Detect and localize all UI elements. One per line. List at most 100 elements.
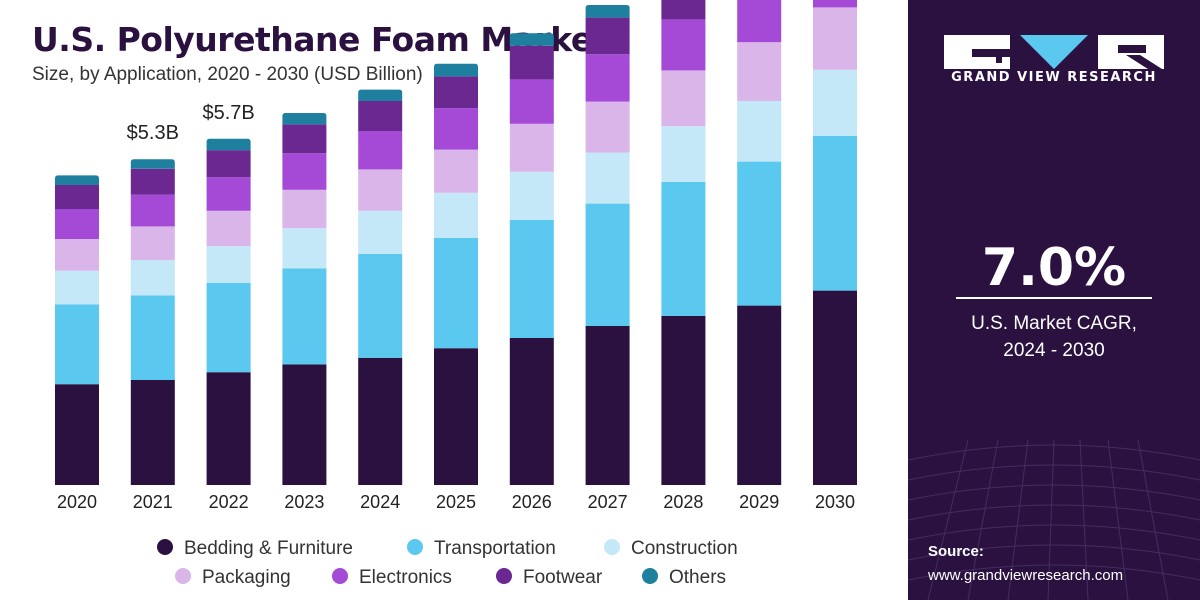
- bar-segment: [509, 79, 554, 124]
- bar-segment: [358, 210, 403, 254]
- bar-segment: [130, 260, 175, 296]
- data-label: $5.3B: [127, 122, 179, 144]
- bar-segment: [55, 239, 99, 271]
- x-tick-label: 2020: [57, 492, 97, 512]
- legend-marker: [642, 568, 658, 584]
- bar-segment: [434, 192, 478, 238]
- bar-segment: [813, 290, 857, 485]
- legend-marker: [407, 539, 423, 555]
- bar-segment: [282, 153, 327, 190]
- bar-segment: [206, 138, 251, 151]
- legend-marker: [332, 568, 348, 584]
- bar-segment: [282, 113, 327, 125]
- x-tick-label: 2021: [133, 492, 173, 512]
- stacked-bar-chart: 2020 2021 2022 2023 2024 2025 2026 2027 2028 2029…: [55, 0, 857, 588]
- bar-segment: [434, 149, 478, 193]
- bar-segment: [206, 246, 251, 283]
- bar-segment: [358, 357, 403, 485]
- x-tick-label: 2028: [663, 492, 703, 512]
- bar-segment: [661, 0, 706, 20]
- bar-segment: [55, 304, 99, 385]
- legend-marker: [496, 568, 512, 584]
- cagr-divider: [956, 297, 1152, 299]
- bar-segment: [130, 380, 175, 485]
- chart-subtitle: Size, by Application, 2020 - 2030 (USD B…: [32, 64, 423, 85]
- grand-view-research-logo: [944, 35, 1164, 69]
- bar-segment: [434, 237, 478, 349]
- source-url: www.grandviewresearch.com: [928, 567, 1124, 584]
- legend-label: Construction: [631, 538, 738, 559]
- source-label: Source:: [928, 543, 984, 560]
- bar-segment: [661, 126, 706, 182]
- bar-segment: [585, 203, 630, 326]
- bar-segment: [813, 0, 857, 8]
- legend-label: Bedding & Furniture: [184, 538, 353, 559]
- bar-segment: [509, 123, 554, 172]
- legend-label: Electronics: [359, 567, 452, 588]
- legend-label: Transportation: [434, 538, 556, 559]
- x-tick-label: 2029: [739, 492, 779, 512]
- bar-segment: [55, 270, 99, 305]
- bar-segment: [585, 101, 630, 153]
- bar-segment: [358, 254, 403, 358]
- bar-segment: [737, 0, 782, 43]
- bar-segment: [358, 131, 403, 170]
- cagr-label: U.S. Market CAGR, 2024 - 2030: [908, 310, 1200, 364]
- x-tick-label: 2024: [360, 492, 400, 512]
- cagr-value: 7.0%: [981, 238, 1127, 298]
- bar-segment: [737, 101, 782, 162]
- bar-segment: [585, 5, 630, 18]
- side-panel: GRAND VIEW RESEARCH 7.0% U.S. Market CAG…: [908, 0, 1200, 600]
- bar-segment: [509, 171, 554, 220]
- bar-segment: [358, 101, 403, 131]
- bar-segment: [55, 175, 99, 185]
- bar-segment: [585, 326, 630, 485]
- bar-segment: [434, 108, 478, 150]
- x-tick-label: 2026: [512, 492, 552, 512]
- bar-segment: [206, 177, 251, 211]
- bar-segment: [130, 295, 175, 380]
- x-tick-label: 2023: [284, 492, 324, 512]
- bar-segment: [206, 282, 251, 373]
- bar-segment: [130, 159, 175, 169]
- bar-segment: [282, 364, 327, 485]
- bar-segment: [130, 168, 175, 195]
- bar-segment: [282, 124, 327, 154]
- decorative-grid: [908, 439, 1200, 600]
- bar-segment: [509, 219, 554, 338]
- legend-marker: [604, 539, 620, 555]
- bar-segment: [55, 185, 99, 209]
- bar-segment: [737, 42, 782, 101]
- legend-label: Others: [669, 567, 726, 588]
- x-tick-label: 2022: [209, 492, 249, 512]
- bar-segment: [130, 226, 175, 260]
- legend-label: Packaging: [202, 567, 291, 588]
- x-tick-label: 2025: [436, 492, 476, 512]
- bar-segment: [206, 210, 251, 247]
- bar-segment: [434, 348, 478, 485]
- cagr-label-line1: U.S. Market CAGR,: [971, 313, 1137, 334]
- legend-label: Footwear: [523, 567, 603, 588]
- bar-segment: [206, 372, 251, 485]
- legend-marker: [175, 568, 191, 584]
- bar-segment: [813, 135, 857, 291]
- bar-segment: [434, 76, 478, 109]
- bar-segment: [661, 19, 706, 71]
- bar-segment: [585, 152, 630, 204]
- x-tick-label: 2027: [588, 492, 628, 512]
- bar-segment: [509, 338, 554, 485]
- bar-segment: [358, 89, 403, 101]
- bar-segment: [509, 33, 554, 46]
- bar-segment: [55, 384, 99, 485]
- bar-segment: [661, 70, 706, 127]
- bar-segment: [130, 194, 175, 227]
- bar-segment: [206, 150, 251, 178]
- bar-segment: [661, 315, 706, 485]
- legend-marker: [157, 539, 173, 555]
- bar-segment: [585, 17, 630, 55]
- bar-segment: [585, 54, 630, 102]
- bar-segment: [737, 161, 782, 306]
- bar-segment: [358, 169, 403, 211]
- bar-segment: [661, 182, 706, 316]
- bar-segment: [282, 268, 327, 365]
